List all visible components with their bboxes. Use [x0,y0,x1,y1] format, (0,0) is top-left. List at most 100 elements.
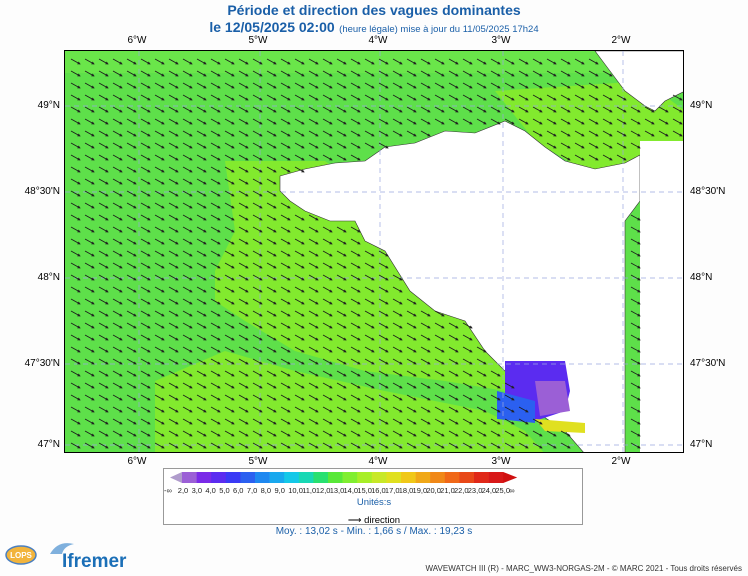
direction-arrow [168,430,179,437]
direction-arrow [140,274,151,281]
colorbar-tick-label: 18,0 [398,486,414,495]
direction-arrow [210,238,221,245]
direction-arrow [630,130,641,137]
direction-arrow [182,310,193,317]
direction-arrow [364,310,375,317]
direction-arrow [392,370,403,377]
direction-arrow [154,82,165,89]
direction-arrow [112,250,123,257]
direction-arrow [630,106,641,113]
direction-arrow [84,322,95,329]
direction-arrow [126,214,137,221]
direction-arrow [434,94,445,101]
direction-arrow [140,430,151,437]
direction-arrow [266,346,277,353]
direction-arrow [224,190,235,197]
direction-arrow [98,370,109,377]
direction-arrow [238,346,249,353]
direction-arrow [252,142,263,149]
direction-arrow [252,238,263,245]
direction-arrow [392,70,403,77]
direction-arrow [420,310,431,317]
direction-arrow [630,226,641,233]
direction-arrow [126,82,137,89]
direction-arrow [126,322,137,329]
direction-arrow [238,262,249,269]
direction-arrow [154,418,165,425]
direction-arrow [434,310,445,317]
direction-label: direction [364,515,401,526]
direction-arrows [70,58,683,449]
direction-arrow [168,334,179,341]
direction-arrow [280,334,291,341]
direction-arrow [210,370,221,377]
direction-arrow [210,202,221,209]
direction-arrow [252,346,263,353]
wave-map[interactable] [64,50,684,453]
direction-arrow [224,70,235,77]
direction-arrow [196,334,207,341]
direction-arrow [406,298,417,305]
direction-arrow [84,358,95,365]
direction-arrow [294,58,305,65]
direction-arrow [154,166,165,173]
direction-arrow [308,154,319,161]
direction-arrow [336,118,347,125]
direction-arrow [154,346,165,353]
direction-arrow [238,334,249,341]
direction-arrow [518,430,529,437]
direction-arrow [630,370,641,377]
direction-arrow [364,118,375,125]
direction-arrow [84,286,95,293]
direction-arrow [434,346,445,353]
direction-arrow [70,166,81,173]
colorbar-cell [401,472,416,483]
legend-box: -∞ 2,0 3,0 4,0 5,0 6,0 7,0 8,0 9,0 10,0 11,0 12,0 13… [163,468,583,526]
direction-arrow [476,370,487,377]
direction-arrow [126,94,137,101]
direction-arrow [364,106,375,113]
direction-arrow [322,94,333,101]
direction-arrow [434,406,445,413]
direction-arrow [140,166,151,173]
direction-arrow [210,106,221,113]
direction-arrow [196,178,207,185]
direction-arrow [602,142,613,149]
direction-arrow [252,322,263,329]
direction-arrow [350,118,361,125]
direction-arrow [266,430,277,437]
direction-arrow [588,118,599,125]
direction-arrow [336,406,347,413]
direction-arrow [154,406,165,413]
direction-arrow [84,346,95,353]
statistics: Moy. : 13,02 s - Min. : 1,66 s / Max. : … [275,526,473,537]
direction-arrow [448,322,459,329]
direction-arrow [210,70,221,77]
direction-arrow [378,298,389,305]
direction-arrow [112,442,123,449]
direction-arrow [252,82,263,89]
direction-arrow [546,106,557,113]
direction-arrow [224,118,235,125]
direction-arrow [224,418,235,425]
direction-arrow [364,274,375,281]
direction-arrow [546,94,557,101]
direction-arrow [616,94,627,101]
direction-arrow [280,274,291,281]
direction-arrow [252,214,263,221]
direction-arrow [182,154,193,161]
direction-arrow [168,70,179,77]
direction-arrow [294,358,305,365]
direction-arrow [574,106,585,113]
direction-arrow [84,214,95,221]
direction-arrow [560,70,571,77]
direction-arrow [518,118,529,125]
direction-arrow [126,238,137,245]
direction-arrow [140,418,151,425]
direction-arrow [308,442,319,449]
direction-arrow [140,298,151,305]
direction-arrow [322,262,333,269]
direction-arrow [70,94,81,101]
direction-arrow [462,346,473,353]
direction-arrow [280,394,291,401]
